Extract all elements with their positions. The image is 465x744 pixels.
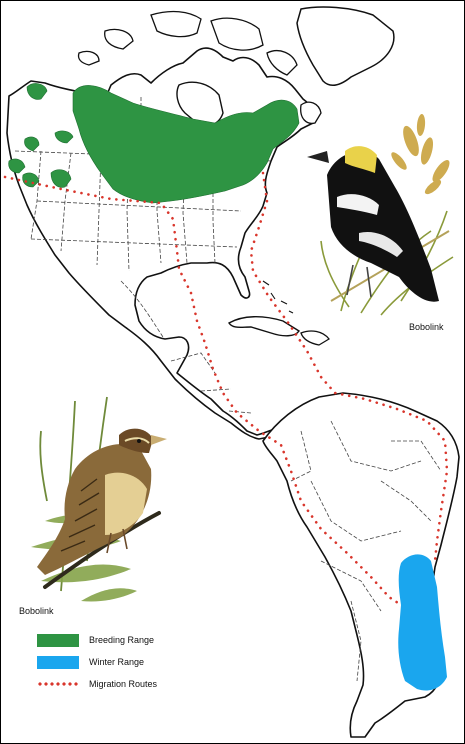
legend-label-migration: Migration Routes bbox=[89, 679, 158, 689]
arctic-island bbox=[104, 28, 134, 50]
hispaniola bbox=[300, 330, 330, 346]
legend-row-migration: Migration Routes bbox=[37, 673, 157, 695]
arctic-island bbox=[77, 50, 100, 66]
greenland bbox=[296, 6, 395, 87]
breeding-range bbox=[8, 83, 300, 204]
arctic-island bbox=[266, 50, 298, 76]
cuba bbox=[228, 316, 300, 337]
legend-row-breeding: Breeding Range bbox=[37, 629, 157, 651]
winter-swatch bbox=[37, 655, 79, 669]
arctic-island bbox=[210, 17, 264, 51]
newfoundland bbox=[300, 101, 322, 125]
migration-swatch bbox=[37, 682, 79, 686]
male-bobolink-illustration bbox=[307, 114, 454, 316]
legend-row-winter: Winter Range bbox=[37, 651, 157, 673]
female-bird-label: Bobolink bbox=[19, 606, 54, 616]
bahamas bbox=[262, 280, 294, 314]
arctic-island bbox=[150, 10, 202, 38]
migration-routes bbox=[3, 171, 449, 607]
map-legend: Breeding Range Winter Range Migration Ro… bbox=[37, 629, 157, 695]
winter-range bbox=[398, 554, 447, 691]
male-bird-label: Bobolink bbox=[409, 322, 444, 332]
legend-label-winter: Winter Range bbox=[89, 657, 145, 667]
female-bobolink-illustration bbox=[31, 396, 167, 602]
breeding-swatch bbox=[37, 633, 79, 647]
legend-label-breeding: Breeding Range bbox=[89, 635, 155, 645]
